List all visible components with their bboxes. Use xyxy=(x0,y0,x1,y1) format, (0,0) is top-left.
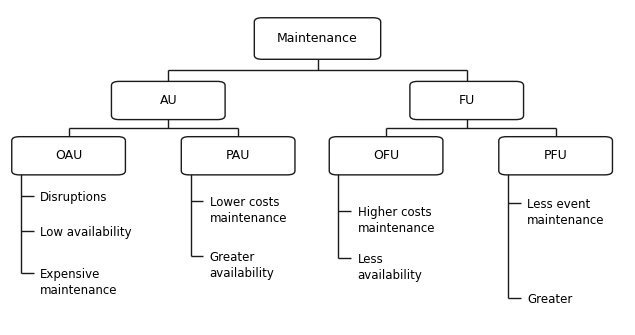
Text: Maintenance: Maintenance xyxy=(277,32,358,45)
Text: Greater: Greater xyxy=(527,293,572,306)
Text: AU: AU xyxy=(159,94,177,107)
Text: FU: FU xyxy=(458,94,475,107)
Text: OFU: OFU xyxy=(373,149,399,162)
FancyBboxPatch shape xyxy=(112,81,225,120)
FancyBboxPatch shape xyxy=(499,137,612,175)
Text: OAU: OAU xyxy=(55,149,82,162)
Text: Low availability: Low availability xyxy=(40,226,131,239)
Text: Less
availability: Less availability xyxy=(358,253,422,282)
Text: Higher costs
maintenance: Higher costs maintenance xyxy=(358,206,435,235)
Text: Disruptions: Disruptions xyxy=(40,191,107,204)
Text: PAU: PAU xyxy=(226,149,250,162)
Text: Expensive
maintenance: Expensive maintenance xyxy=(40,268,117,297)
FancyBboxPatch shape xyxy=(182,137,295,175)
Text: PFU: PFU xyxy=(544,149,568,162)
Text: Greater
availability: Greater availability xyxy=(210,251,274,280)
FancyBboxPatch shape xyxy=(11,137,125,175)
Text: Lower costs
maintenance: Lower costs maintenance xyxy=(210,196,287,225)
Text: Less event
maintenance: Less event maintenance xyxy=(527,198,605,227)
FancyBboxPatch shape xyxy=(329,137,443,175)
FancyBboxPatch shape xyxy=(410,81,523,120)
FancyBboxPatch shape xyxy=(254,18,380,59)
